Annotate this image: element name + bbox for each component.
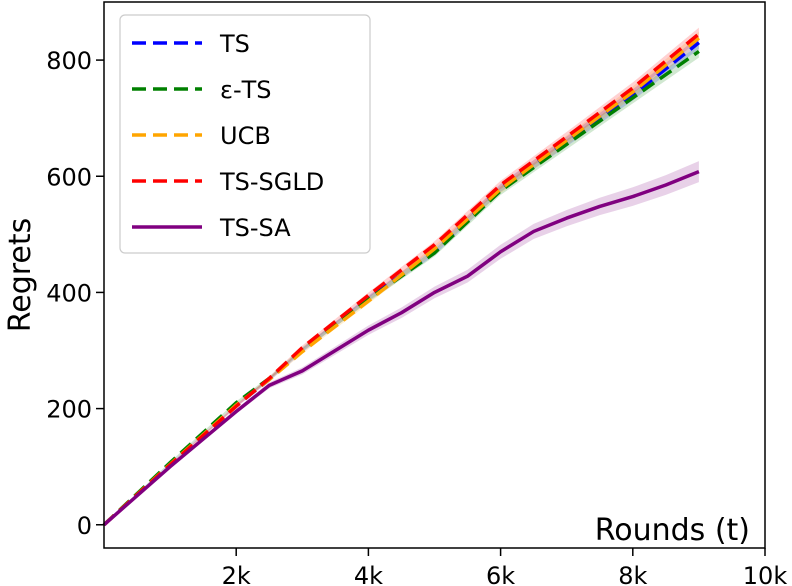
y-axis: 0 200 400 600 800 <box>46 47 104 540</box>
legend-label-ucb: UCB <box>220 122 271 150</box>
legend-label-ts: TS <box>219 30 250 58</box>
plot-frame <box>103 1 766 549</box>
legend-label-ts-sgld: TS-SGLD <box>219 168 324 196</box>
legend: TS ε-TS UCB TS-SGLD TS-SA <box>119 14 371 254</box>
y-tick-label: 0 <box>77 512 92 540</box>
x-axis-label: Rounds (t) <box>595 513 750 548</box>
y-tick-label: 600 <box>46 163 92 191</box>
series-lines <box>102 32 701 527</box>
x-tick-label: 6k <box>486 562 515 586</box>
y-tick-label: 400 <box>46 279 92 307</box>
band-ts <box>104 45 699 525</box>
band-ts-sgld <box>104 27 699 525</box>
y-axis-label: Regrets <box>3 218 38 333</box>
legend-label-ts: ε-TS <box>220 76 272 104</box>
band-ts-sa <box>104 161 699 525</box>
series-line-ts-sa <box>102 169 700 527</box>
x-tick-label: 10k <box>743 562 788 586</box>
legend-label-ts-sa: TS-SA <box>219 214 291 242</box>
x-tick-label: 2k <box>222 562 251 586</box>
x-tick-label: 4k <box>354 562 383 586</box>
x-axis: 2k 4k 6k 8k 10k <box>222 548 788 586</box>
y-tick-label: 200 <box>46 396 92 424</box>
legend-box <box>119 14 371 254</box>
x-tick-label: 8k <box>618 562 647 586</box>
y-tick-label: 800 <box>46 47 92 75</box>
series-line-ts-sgld <box>102 32 701 527</box>
